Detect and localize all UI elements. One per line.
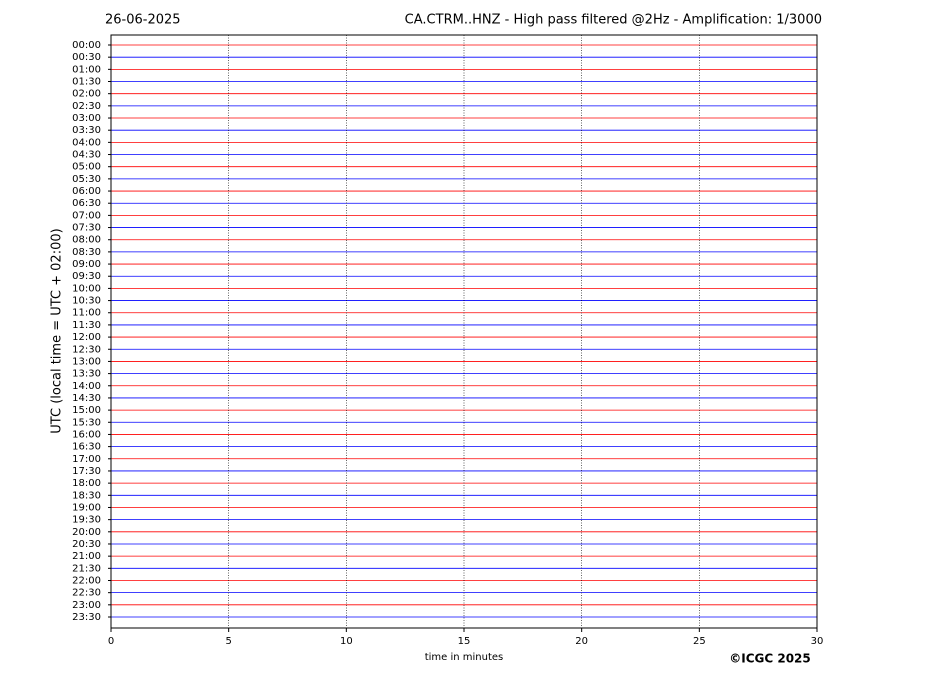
y-tick-label: 14:30 — [72, 393, 101, 404]
y-tick-label: 00:30 — [72, 52, 101, 63]
x-tick-label: 15 — [458, 636, 471, 647]
date-title: 26-06-2025 — [105, 13, 181, 28]
y-tick-label: 09:30 — [72, 271, 101, 282]
chart-title: CA.CTRM..HNZ - High pass filtered @2Hz -… — [405, 13, 822, 28]
x-tick-label: 25 — [693, 636, 706, 647]
x-axis-label: time in minutes — [425, 652, 504, 663]
y-tick-label: 05:30 — [72, 174, 101, 185]
y-tick-label: 17:30 — [72, 466, 101, 477]
y-tick-label: 23:00 — [72, 600, 101, 611]
y-tick-label: 05:00 — [72, 162, 101, 173]
x-tick-label: 10 — [340, 636, 353, 647]
y-tick-label: 21:30 — [72, 563, 101, 574]
y-tick-label: 12:00 — [72, 332, 101, 343]
plot-frame — [110, 34, 818, 629]
y-tick-label: 11:30 — [72, 320, 101, 331]
y-tick-label: 14:00 — [72, 381, 101, 392]
y-tick-label: 10:30 — [72, 296, 101, 307]
y-tick-label: 21:00 — [72, 551, 101, 562]
x-tick-label: 5 — [225, 636, 231, 647]
y-tick-label: 20:00 — [72, 527, 101, 538]
y-tick-label: 20:30 — [72, 539, 101, 550]
y-tick-label: 08:30 — [72, 247, 101, 258]
y-tick-label: 02:00 — [72, 89, 101, 100]
y-tick-label: 19:00 — [72, 502, 101, 513]
y-tick-label: 11:00 — [72, 308, 101, 319]
x-tick-label: 20 — [575, 636, 588, 647]
y-tick-label: 00:00 — [72, 40, 101, 51]
y-tick-label: 19:30 — [72, 515, 101, 526]
y-tick-label: 08:00 — [72, 235, 101, 246]
y-tick-label: 16:00 — [72, 429, 101, 440]
y-tick-label: 16:30 — [72, 442, 101, 453]
y-tick-label: 06:30 — [72, 198, 101, 209]
y-tick-label: 23:30 — [72, 612, 101, 623]
y-tick-label: 17:00 — [72, 454, 101, 465]
y-tick-label: 07:00 — [72, 210, 101, 221]
y-tick-label: 03:00 — [72, 113, 101, 124]
y-tick-label: 03:30 — [72, 125, 101, 136]
x-tick-label: 30 — [811, 636, 824, 647]
credit: ©ICGC 2025 — [729, 652, 811, 666]
y-tick-label: 04:30 — [72, 150, 101, 161]
y-tick-label: 22:00 — [72, 575, 101, 586]
y-tick-label: 06:00 — [72, 186, 101, 197]
y-tick-label: 15:00 — [72, 405, 101, 416]
y-tick-label: 02:30 — [72, 101, 101, 112]
y-tick-label: 09:00 — [72, 259, 101, 270]
y-tick-label: 13:30 — [72, 369, 101, 380]
y-tick-label: 10:00 — [72, 283, 101, 294]
y-tick-label: 18:30 — [72, 490, 101, 501]
y-tick-label: 15:30 — [72, 417, 101, 428]
x-tick-label: 0 — [108, 636, 114, 647]
y-tick-label: 04:00 — [72, 137, 101, 148]
y-tick-label: 22:30 — [72, 588, 101, 599]
y-tick-label: 13:00 — [72, 356, 101, 367]
y-tick-label: 01:30 — [72, 77, 101, 88]
y-tick-label: 01:00 — [72, 64, 101, 75]
y-tick-label: 18:00 — [72, 478, 101, 489]
y-axis-label: UTC (local time = UTC + 02:00) — [50, 228, 65, 433]
y-tick-label: 12:30 — [72, 344, 101, 355]
y-tick-label: 07:30 — [72, 223, 101, 234]
